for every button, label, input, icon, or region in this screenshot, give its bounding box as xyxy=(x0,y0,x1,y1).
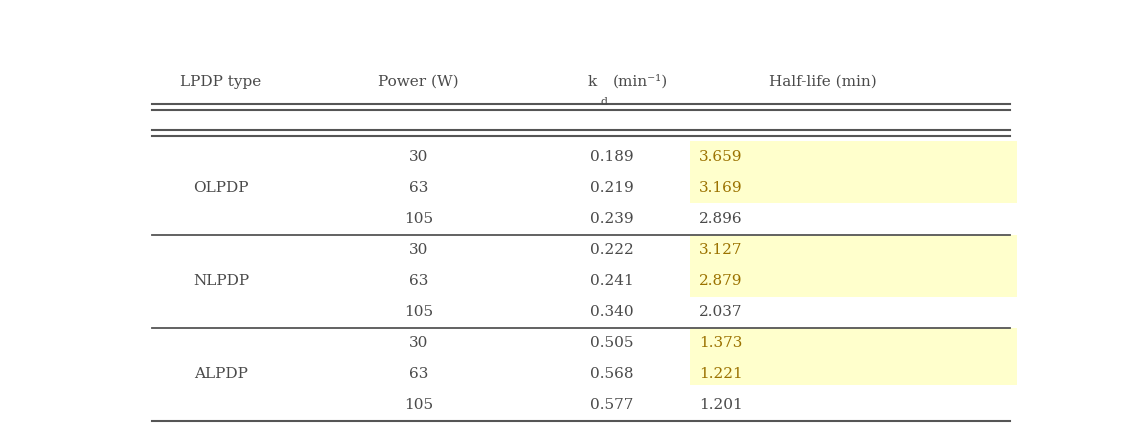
Text: 1.201: 1.201 xyxy=(699,398,743,412)
Text: 0.189: 0.189 xyxy=(590,150,634,164)
Text: 30: 30 xyxy=(409,243,429,257)
Text: OLPDP: OLPDP xyxy=(193,181,248,195)
Text: d: d xyxy=(601,97,608,107)
Text: 30: 30 xyxy=(409,336,429,350)
Text: NLPDP: NLPDP xyxy=(193,274,248,288)
Text: (min⁻¹): (min⁻¹) xyxy=(612,75,668,89)
Text: 0.239: 0.239 xyxy=(590,212,634,226)
Bar xyxy=(691,359,1017,390)
Bar xyxy=(691,235,1017,265)
Text: k: k xyxy=(587,75,598,89)
Text: Half-life (min): Half-life (min) xyxy=(769,75,877,89)
Text: 1.373: 1.373 xyxy=(699,336,743,350)
Text: 0.241: 0.241 xyxy=(590,274,634,288)
Bar xyxy=(691,265,1017,297)
Text: 30: 30 xyxy=(409,150,429,164)
Text: 3.127: 3.127 xyxy=(699,243,743,257)
Bar xyxy=(691,142,1017,172)
Text: 63: 63 xyxy=(409,181,429,195)
Text: 0.219: 0.219 xyxy=(590,181,634,195)
Text: LPDP type: LPDP type xyxy=(180,75,262,89)
Text: ALPDP: ALPDP xyxy=(194,367,248,381)
Text: 63: 63 xyxy=(409,367,429,381)
Text: 63: 63 xyxy=(409,274,429,288)
Text: 2.037: 2.037 xyxy=(699,305,743,319)
Text: 2.896: 2.896 xyxy=(699,212,743,226)
Text: 2.879: 2.879 xyxy=(699,274,743,288)
Bar xyxy=(691,327,1017,359)
Text: 0.577: 0.577 xyxy=(591,398,634,412)
Text: 0.222: 0.222 xyxy=(590,243,634,257)
Text: 3.169: 3.169 xyxy=(699,181,743,195)
Text: 105: 105 xyxy=(404,398,433,412)
Text: 105: 105 xyxy=(404,305,433,319)
Text: 0.340: 0.340 xyxy=(590,305,634,319)
Text: 1.221: 1.221 xyxy=(699,367,743,381)
Bar xyxy=(691,172,1017,204)
Text: 105: 105 xyxy=(404,212,433,226)
Text: 0.568: 0.568 xyxy=(590,367,634,381)
Text: 0.505: 0.505 xyxy=(590,336,634,350)
Text: 3.659: 3.659 xyxy=(699,150,743,164)
Text: Power (W): Power (W) xyxy=(379,75,459,89)
